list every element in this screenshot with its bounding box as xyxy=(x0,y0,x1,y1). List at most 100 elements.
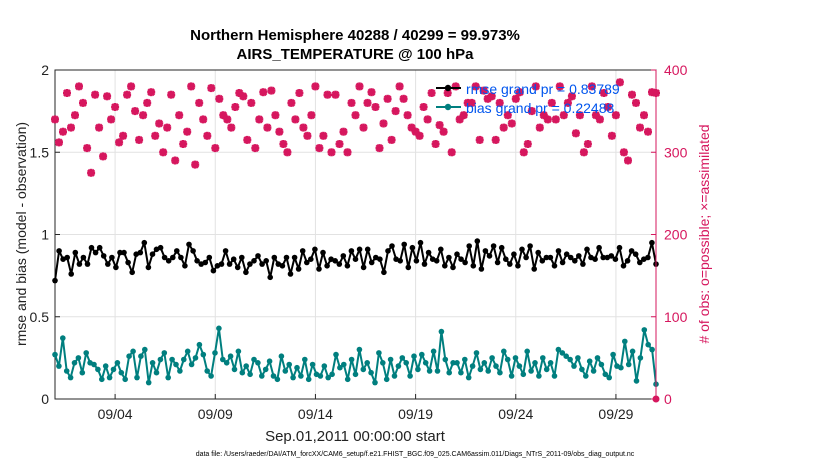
rmse-point xyxy=(596,244,602,251)
rmse-point xyxy=(442,263,448,269)
rmse-point xyxy=(458,256,464,263)
obs-count-point xyxy=(95,123,104,132)
rmse-point xyxy=(628,248,635,254)
rmse-point xyxy=(368,259,375,266)
x-tick-label: 09/24 xyxy=(498,406,533,422)
rmse-point xyxy=(100,253,107,259)
bias-point xyxy=(344,376,351,383)
obs-count-point xyxy=(571,129,580,138)
obs-count-point xyxy=(587,82,596,91)
bias-point xyxy=(399,355,406,361)
bias-point xyxy=(212,350,218,356)
rmse-point xyxy=(425,249,432,256)
rmse-point xyxy=(649,239,655,246)
obs-marker-stroke xyxy=(143,98,152,107)
rmse-point xyxy=(312,246,318,253)
bias-point xyxy=(223,360,230,366)
rmse-point xyxy=(320,249,326,256)
obs-marker-stroke xyxy=(359,123,368,132)
bias-point xyxy=(438,328,445,335)
rmse-point xyxy=(259,261,265,267)
obs-count-point xyxy=(295,89,304,97)
rmse-point xyxy=(624,258,631,264)
obs-marker-stroke xyxy=(75,82,83,91)
obs-marker-stroke xyxy=(203,131,212,140)
bias-point xyxy=(645,341,651,348)
obs-marker-stroke xyxy=(179,140,188,148)
bias-point xyxy=(446,369,453,376)
bias-point xyxy=(294,364,300,371)
obs-count-point xyxy=(263,123,272,132)
obs-count-point xyxy=(624,156,632,165)
y-right-tick-label: 300 xyxy=(664,144,688,160)
bias-point xyxy=(606,374,612,381)
obs-marker-stroke xyxy=(275,127,284,136)
bias-point xyxy=(286,361,293,368)
obs-marker-stroke xyxy=(559,111,568,120)
bias-point xyxy=(91,361,97,368)
rmse-point xyxy=(620,263,627,269)
bias-point xyxy=(641,327,648,333)
rmse-point xyxy=(105,261,111,267)
bias-point xyxy=(625,361,632,368)
obs-count-point xyxy=(183,127,192,136)
bias-point xyxy=(481,360,488,366)
bias-point xyxy=(278,353,285,360)
obs-count-point xyxy=(195,98,204,107)
bias-point xyxy=(473,350,480,356)
rmse-point xyxy=(421,261,428,267)
rmse-point xyxy=(600,254,606,261)
obs-marker-stroke xyxy=(407,123,416,132)
obs-marker-stroke xyxy=(427,89,436,97)
obs-count-point xyxy=(575,111,584,120)
obs-marker-stroke xyxy=(263,123,272,132)
rmse-point xyxy=(511,251,517,257)
bias-point xyxy=(122,376,128,383)
bias-point xyxy=(337,364,343,371)
bias-point xyxy=(102,363,109,369)
obs-marker-stroke xyxy=(595,115,604,124)
x-tick-label: 09/19 xyxy=(398,406,433,422)
rmse-point xyxy=(551,263,558,269)
obs-count-point xyxy=(415,131,424,140)
obs-marker-stroke xyxy=(319,131,328,140)
obs-marker-stroke xyxy=(383,94,392,103)
y-right-tick-label: 200 xyxy=(664,227,688,243)
obs-count-point xyxy=(379,119,388,128)
rmse-point xyxy=(271,254,278,261)
obs-marker-stroke xyxy=(371,103,380,111)
obs-marker-stroke xyxy=(251,144,260,153)
obs-count-point xyxy=(636,123,644,132)
bias-point xyxy=(196,341,203,348)
obs-count-point xyxy=(283,148,292,157)
legend-bias-marker xyxy=(444,103,452,111)
obs-marker-stroke xyxy=(55,138,63,147)
bias-point xyxy=(618,364,624,371)
obs-count-point xyxy=(451,82,460,91)
obs-marker-stroke xyxy=(271,111,280,120)
obs-marker-stroke xyxy=(223,115,232,124)
obs-count-point xyxy=(227,123,236,132)
obs-marker-stroke xyxy=(499,123,508,132)
rmse-point xyxy=(547,254,554,261)
rmse-point xyxy=(572,258,578,264)
bias-point xyxy=(383,376,390,383)
rmse-point xyxy=(117,249,123,256)
bias-point xyxy=(239,369,246,376)
obs-count-point xyxy=(135,135,144,144)
bias-point xyxy=(255,360,261,366)
rmse-point xyxy=(356,246,363,253)
bias-point xyxy=(454,360,460,366)
obs-marker-stroke xyxy=(511,94,520,103)
bias-point xyxy=(372,379,378,386)
chart-title-line1: Northern Hemisphere 40288 / 40299 = 99.9… xyxy=(190,27,520,44)
obs-marker-stroke xyxy=(119,131,128,140)
obs-count-point xyxy=(632,98,640,107)
obs-marker-stroke xyxy=(351,111,360,120)
bias-point xyxy=(536,373,542,379)
bias-point xyxy=(184,348,191,355)
rmse-point xyxy=(417,239,424,246)
obs-marker-stroke xyxy=(507,119,516,128)
rmse-point xyxy=(234,264,241,271)
obs-count-point xyxy=(267,86,276,95)
